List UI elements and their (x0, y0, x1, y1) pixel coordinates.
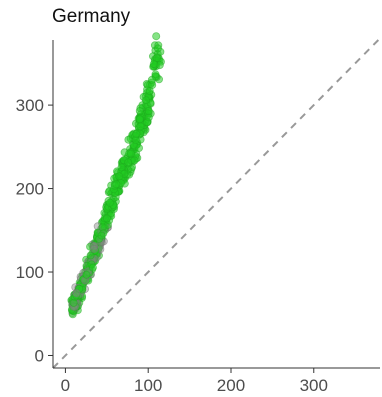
chart-title: Germany (52, 6, 131, 27)
data-point (153, 44, 162, 53)
data-point (152, 32, 161, 41)
y-tick-label: 200 (16, 180, 44, 199)
data-point (147, 75, 156, 84)
data-point (115, 172, 124, 181)
data-point (82, 270, 91, 279)
data-point (127, 149, 136, 158)
data-point (117, 163, 126, 172)
data-point (144, 107, 153, 116)
data-point (69, 298, 78, 307)
data-point (105, 198, 114, 207)
x-tick-label: 100 (134, 376, 162, 395)
data-point (135, 115, 144, 124)
x-tick-label: 300 (300, 376, 328, 395)
x-axis-ticks: 0 100 200 300 (61, 368, 328, 395)
x-tick-label: 200 (217, 376, 245, 395)
data-point (88, 263, 97, 272)
data-point (97, 231, 106, 240)
data-point (124, 158, 133, 167)
data-point (72, 291, 81, 300)
x-tick-label: 0 (61, 376, 70, 395)
data-point (112, 180, 121, 189)
y-tick-label: 0 (35, 346, 44, 365)
points-layer (67, 32, 165, 319)
data-point (132, 129, 141, 138)
data-point (141, 96, 150, 105)
data-point (136, 122, 145, 131)
data-point (72, 289, 81, 298)
data-point (149, 60, 158, 69)
data-point (75, 284, 84, 293)
data-point (90, 241, 99, 250)
y-tick-label: 300 (16, 96, 44, 115)
data-point (145, 86, 154, 95)
data-point (90, 244, 99, 253)
data-point (151, 70, 160, 79)
data-point (135, 107, 144, 116)
data-point (102, 214, 111, 223)
reference-line (52, 37, 381, 369)
y-axis-ticks: 0 100 200 300 (16, 96, 53, 365)
y-tick-label: 100 (16, 263, 44, 282)
data-point (86, 251, 95, 260)
